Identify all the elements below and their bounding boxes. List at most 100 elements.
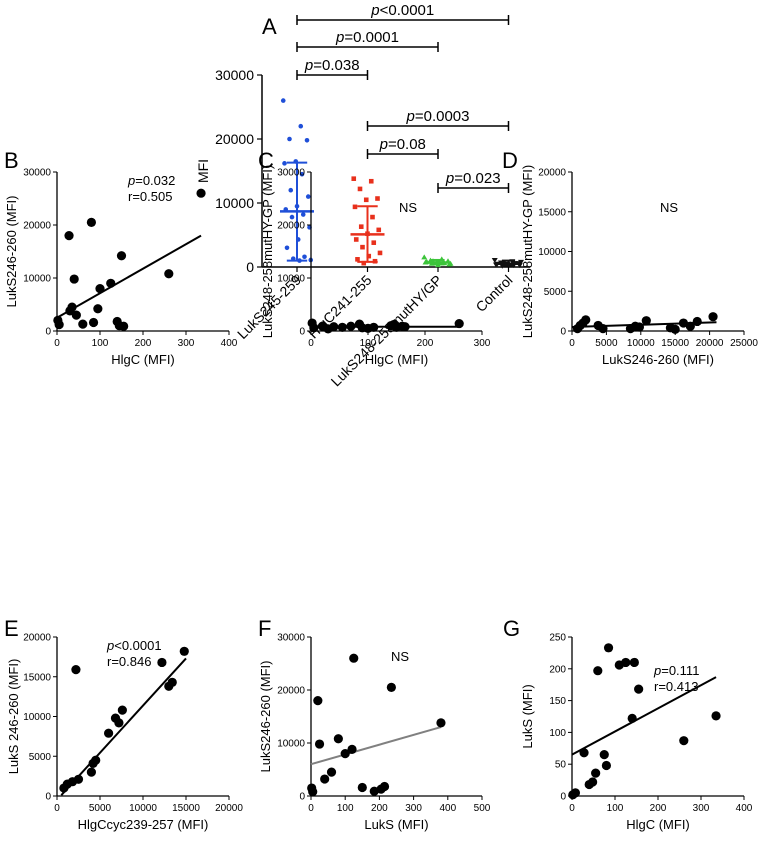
- y-tick-label: 0: [299, 792, 305, 803]
- y-tick-label: 0: [45, 792, 51, 803]
- y-axis-label: LukS246-260 (MFI): [258, 661, 273, 773]
- panel-label: G: [503, 616, 520, 641]
- y-axis-label: LukS246-260 (MFI): [4, 196, 19, 308]
- data-point: [352, 204, 358, 210]
- regression-line: [571, 676, 717, 756]
- data-point: [86, 217, 96, 227]
- significance-bracket: p=0.038: [296, 57, 369, 80]
- data-point: [106, 278, 116, 288]
- x-axis-label: HlgCcyc239-257 (MFI): [78, 817, 209, 832]
- series-1: [280, 98, 314, 263]
- y-tick-label: 0: [246, 259, 254, 275]
- x-tick-label: 100: [337, 803, 354, 814]
- data-point: [305, 194, 311, 199]
- y-tick-label: 100: [549, 728, 566, 739]
- data-point: [333, 734, 343, 744]
- data-point: [116, 251, 127, 261]
- data-point: [302, 254, 307, 260]
- data-point: [346, 321, 356, 331]
- data-point: [78, 319, 88, 329]
- r-value-label: r=0.413: [654, 679, 698, 694]
- data-point: [349, 653, 359, 663]
- regression-line: [60, 657, 187, 796]
- data-point: [711, 711, 721, 721]
- x-tick-label: 400: [736, 803, 753, 814]
- data-point: [621, 657, 631, 668]
- y-tick-label: 30000: [277, 168, 305, 179]
- data-point: [670, 324, 680, 335]
- data-point: [598, 324, 608, 334]
- data-point: [196, 188, 206, 198]
- x-tick-label: 300: [405, 803, 422, 814]
- p-value-label: p=0.08: [379, 136, 426, 153]
- data-point: [363, 197, 369, 203]
- data-point: [360, 244, 365, 250]
- x-tick-label: 400: [221, 338, 238, 349]
- y-tick-label: 20000: [23, 633, 51, 644]
- y-tick-label: 5000: [544, 287, 567, 298]
- data-point: [308, 787, 318, 797]
- data-point: [351, 176, 357, 181]
- data-point: [299, 171, 305, 177]
- x-tick-label: 300: [178, 338, 195, 349]
- x-tick-label: 200: [650, 803, 667, 814]
- p-value-label: p=0.0003: [406, 108, 470, 125]
- data-point: [627, 713, 637, 724]
- r-value-label: r=0.505: [128, 189, 172, 204]
- p-value-label: p=0.111: [653, 663, 699, 678]
- panel-label: E: [4, 616, 19, 641]
- data-points: [572, 312, 718, 335]
- series-2: [350, 176, 385, 266]
- data-point: [64, 231, 74, 241]
- data-point: [287, 136, 292, 142]
- x-tick-label: 15000: [172, 803, 200, 814]
- y-tick-label: 0: [560, 792, 566, 803]
- y-tick-label: 10000: [23, 274, 51, 285]
- data-point: [114, 718, 124, 728]
- x-tick-label: 5000: [89, 803, 112, 814]
- data-point: [93, 304, 103, 314]
- x-tick-label: 0: [569, 803, 575, 814]
- x-tick-label: 100: [92, 338, 109, 349]
- y-tick-label: 15000: [538, 207, 566, 218]
- data-point: [357, 186, 363, 192]
- data-point: [179, 646, 189, 656]
- data-point: [157, 657, 167, 668]
- x-tick-label: 100: [360, 338, 377, 349]
- x-tick-label: 100: [607, 803, 624, 814]
- data-point: [366, 253, 372, 259]
- data-point: [377, 250, 383, 256]
- data-point: [119, 321, 129, 331]
- data-point: [641, 316, 651, 326]
- x-axis-label: HlgC (MFI): [111, 352, 175, 367]
- y-tick-label: 50: [555, 760, 567, 771]
- x-axis-label: LukS (MFI): [364, 817, 428, 832]
- data-point: [400, 322, 410, 332]
- x-axis-label: LukS246-260 (MFI): [602, 352, 714, 367]
- data-point: [678, 318, 689, 328]
- y-tick-label: 5000: [29, 752, 52, 763]
- series-4: [491, 257, 524, 269]
- data-point: [95, 284, 105, 294]
- data-point: [361, 260, 367, 266]
- p-value-label: p<0.0001: [370, 2, 434, 19]
- y-tick-label: 200: [549, 664, 566, 675]
- y-tick-label: 30000: [23, 168, 51, 179]
- p-value-label: p=0.0001: [335, 29, 399, 46]
- x-tick-label: 20000: [215, 803, 243, 814]
- regression-line: [310, 726, 442, 766]
- y-tick-label: 10000: [215, 195, 254, 211]
- y-tick-label: 20000: [277, 221, 305, 232]
- y-tick-label: 150: [549, 696, 566, 707]
- data-point: [54, 320, 64, 330]
- data-point: [708, 312, 718, 322]
- y-tick-label: 30000: [215, 67, 254, 83]
- p-value-label: p<0.0001: [106, 638, 162, 653]
- y-tick-label: 10000: [277, 739, 305, 750]
- data-point: [300, 212, 306, 217]
- x-tick-label: 0: [569, 338, 575, 349]
- x-tick-label: Control: [472, 272, 515, 315]
- data-point: [347, 744, 357, 754]
- y-tick-label: 0: [45, 327, 51, 338]
